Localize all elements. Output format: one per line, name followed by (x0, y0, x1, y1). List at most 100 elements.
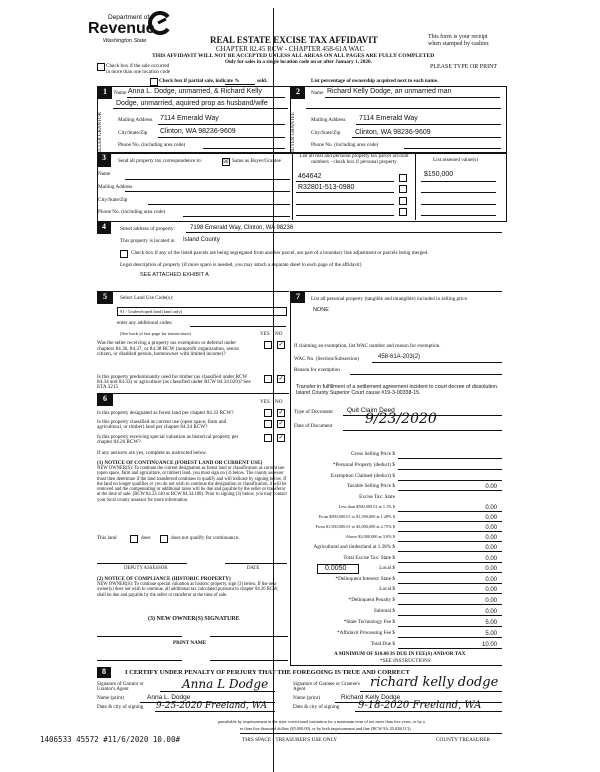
seller-mailing-label: Mailing Address (118, 117, 153, 123)
tax-line-field[interactable] (398, 521, 502, 522)
grantee-signature[interactable]: richard kelly dodge (370, 675, 499, 690)
tax-line-field[interactable] (398, 637, 502, 638)
seller-city-field[interactable]: Clinton, WA 98236-9609 (160, 128, 236, 135)
tax-phone-field[interactable] (183, 216, 290, 217)
land-use-value: 91 - Undeveloped land (land only) (120, 309, 183, 314)
tax-line-field[interactable] (398, 583, 502, 584)
assessed-value-field[interactable] (421, 204, 496, 205)
grantor-date-field[interactable]: 9-25-2020 Freeland, WA (156, 701, 268, 711)
current-use-no-checkbox[interactable]: ✓ (277, 420, 285, 428)
tax-line-label: Total Due $ (370, 641, 395, 647)
county-field[interactable]: Island County (183, 237, 220, 243)
doc-type-field[interactable]: Quit Claim Deed (347, 407, 395, 414)
seller-mailing-field[interactable]: 7114 Emerald Way (160, 115, 219, 122)
personal-property-field[interactable]: NONE (313, 307, 329, 313)
seller-phone-field[interactable] (203, 148, 285, 149)
forest-yes-checkbox[interactable] (264, 409, 272, 417)
tax-city-field[interactable] (148, 204, 290, 205)
assessed-value-field[interactable] (421, 215, 496, 216)
assessed-value-field[interactable]: $150,000 (424, 171, 454, 178)
grantee-date-field[interactable]: 9-18-2020 Freeland, WA (358, 700, 482, 711)
grantee-name-field[interactable]: Richard Kelly Dodge (341, 694, 401, 701)
tax-line-field[interactable] (398, 541, 502, 542)
legal-description-field[interactable]: SEE ATTACHED EXHIBIT A (140, 272, 209, 278)
new-owner-signature-field[interactable] (97, 636, 182, 637)
current-use-yes-checkbox[interactable] (264, 420, 272, 428)
exemption-yes-checkbox[interactable] (264, 341, 272, 349)
does-not-qualify-checkbox[interactable] (160, 535, 168, 543)
doc-date-field[interactable]: 9/23/2020 (365, 411, 437, 427)
tax-line-field[interactable] (398, 562, 502, 563)
exemption-no-checkbox[interactable]: ✓ (277, 341, 285, 349)
tax-line-label: Total Excise Tax: State $ (343, 555, 395, 561)
personal-property-checkbox[interactable] (399, 208, 407, 216)
does-qualify-checkbox[interactable] (130, 535, 138, 543)
land-use-select[interactable]: 91 - Undeveloped land (land only) (117, 307, 287, 316)
grantee-date-label: Date & city of signing (293, 704, 340, 710)
tax-line-field[interactable] (398, 593, 502, 594)
tax-line-field[interactable] (398, 458, 502, 459)
personal-property-checkbox[interactable] (399, 185, 407, 193)
tax-mailing-field[interactable] (125, 191, 290, 192)
historic-no-checkbox[interactable]: ✓ (277, 434, 285, 442)
assessor-date-field[interactable] (225, 563, 287, 564)
multi-location-checkbox[interactable] (97, 63, 105, 71)
buyer-city-field[interactable]: Clinton, WA 98236-9609 (355, 129, 431, 136)
grantor-name-field[interactable]: Anna L. Dodge (147, 694, 191, 701)
tax-line-value: 0.00 (485, 586, 497, 593)
historic-yes-checkbox[interactable] (264, 434, 272, 442)
parcel-field[interactable]: 464642 (298, 173, 322, 180)
tax-line-field[interactable] (398, 551, 502, 552)
partial-percent-field[interactable] (225, 84, 255, 85)
treasurer-use-label: THIS SPACE - TREASURER'S USE ONLY (242, 737, 338, 743)
segregated-checkbox[interactable] (120, 250, 128, 258)
tax-line-field[interactable] (398, 572, 502, 573)
tax-line-field[interactable] (398, 480, 502, 481)
additional-codes-field[interactable] (190, 326, 286, 327)
notice-compliance-title: (2) NOTICE OF COMPLIANCE (HISTORIC PROPE… (97, 576, 231, 582)
tax-line-field[interactable] (398, 531, 502, 532)
new-owner-signature-field-2[interactable] (210, 636, 288, 637)
seller-name-field[interactable]: Anna L. Dodge, unmarried, & Richard Kell… (128, 88, 262, 95)
buyer-phone-field[interactable] (404, 148, 501, 149)
tax-line-label: Subtotal $ (373, 608, 395, 614)
parcel-field[interactable]: R32801-513-0980 (298, 184, 355, 191)
grantor-date-label: Date & city of signing (97, 704, 144, 710)
reason-field[interactable]: Transfer in fulfillment of a settlement … (296, 384, 499, 396)
partial-sale-checkbox[interactable] (150, 78, 158, 86)
grantor-signature[interactable]: Anna L Dodge (182, 677, 269, 691)
parcel-field[interactable] (296, 204, 394, 205)
tax-line-field[interactable] (398, 469, 502, 470)
street-field[interactable]: 7198 Emerald Way, Clinton, WA 98236 (190, 225, 294, 231)
tax-line-value: 0.00 (485, 608, 497, 615)
tax-line-field[interactable] (398, 648, 502, 649)
personal-property-checkbox[interactable] (399, 197, 407, 205)
grantor-signature-label: Signature of Grantor or Grantor's Agent (97, 682, 144, 692)
tax-name-field[interactable] (125, 179, 290, 180)
tax-line-field[interactable] (398, 490, 502, 491)
tax-line-field[interactable] (398, 604, 502, 605)
wac-field[interactable]: 458-61A-203(2) (378, 354, 421, 360)
deputy-assessor-field[interactable] (97, 563, 187, 564)
form-only-for: Only for sales in a single location code… (225, 59, 372, 65)
parcel-field[interactable] (296, 215, 394, 216)
forest-no-checkbox[interactable]: ✓ (277, 409, 285, 417)
personal-property-checkbox[interactable] (399, 174, 407, 182)
seller-name-field-2[interactable]: Dodge, unmarried, aquired prop as husban… (116, 100, 268, 107)
buyer-mailing-field[interactable]: 7114 Emerald Way (359, 115, 418, 122)
print-name-field[interactable] (97, 660, 182, 661)
timber-yes-checkbox[interactable] (264, 375, 272, 383)
timber-no-checkbox[interactable]: ✓ (277, 375, 285, 383)
same-as-buyer-checkbox[interactable]: ☒ (222, 158, 230, 166)
buyer-name-field[interactable]: Richard Kelly Dodge, an unmarried man (327, 88, 452, 95)
see-back-label: (See back of last page for instructions) (120, 331, 191, 336)
doc-type-label: Type of Document (294, 409, 333, 415)
tax-line-field[interactable] (398, 511, 502, 512)
tax-line-field[interactable] (398, 626, 502, 627)
tax-line-field[interactable] (398, 615, 502, 616)
section-3-box (97, 152, 507, 222)
buyer-grantee-label: BUYER GRANTEE (291, 112, 296, 154)
print-name-field-2[interactable] (210, 660, 288, 661)
assessed-value-field[interactable] (421, 192, 496, 193)
tax-line-value: 0.00 (485, 504, 497, 511)
